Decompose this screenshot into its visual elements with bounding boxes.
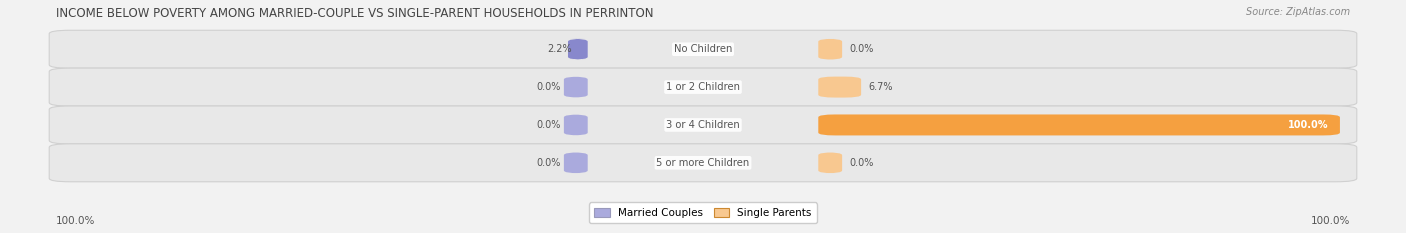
FancyBboxPatch shape [49,106,1357,144]
FancyBboxPatch shape [564,152,588,173]
Text: 2.2%: 2.2% [547,44,572,54]
Text: 0.0%: 0.0% [849,44,873,54]
Legend: Married Couples, Single Parents: Married Couples, Single Parents [589,202,817,223]
Text: 3 or 4 Children: 3 or 4 Children [666,120,740,130]
FancyBboxPatch shape [564,114,588,135]
Text: Source: ZipAtlas.com: Source: ZipAtlas.com [1246,7,1350,17]
FancyBboxPatch shape [818,77,860,98]
Text: 100.0%: 100.0% [56,216,96,226]
FancyBboxPatch shape [49,68,1357,106]
Text: 0.0%: 0.0% [537,158,561,168]
Text: 6.7%: 6.7% [868,82,893,92]
Text: 0.0%: 0.0% [537,82,561,92]
FancyBboxPatch shape [49,144,1357,182]
FancyBboxPatch shape [49,30,1357,68]
Text: 0.0%: 0.0% [537,120,561,130]
Text: 1 or 2 Children: 1 or 2 Children [666,82,740,92]
FancyBboxPatch shape [564,77,588,98]
Text: No Children: No Children [673,44,733,54]
Text: 100.0%: 100.0% [1288,120,1329,130]
Text: INCOME BELOW POVERTY AMONG MARRIED-COUPLE VS SINGLE-PARENT HOUSEHOLDS IN PERRINT: INCOME BELOW POVERTY AMONG MARRIED-COUPL… [56,7,654,20]
FancyBboxPatch shape [568,39,588,60]
Text: 5 or more Children: 5 or more Children [657,158,749,168]
FancyBboxPatch shape [818,114,1340,135]
FancyBboxPatch shape [818,152,842,173]
FancyBboxPatch shape [818,39,842,60]
Text: 0.0%: 0.0% [849,158,873,168]
Text: 100.0%: 100.0% [1310,216,1350,226]
